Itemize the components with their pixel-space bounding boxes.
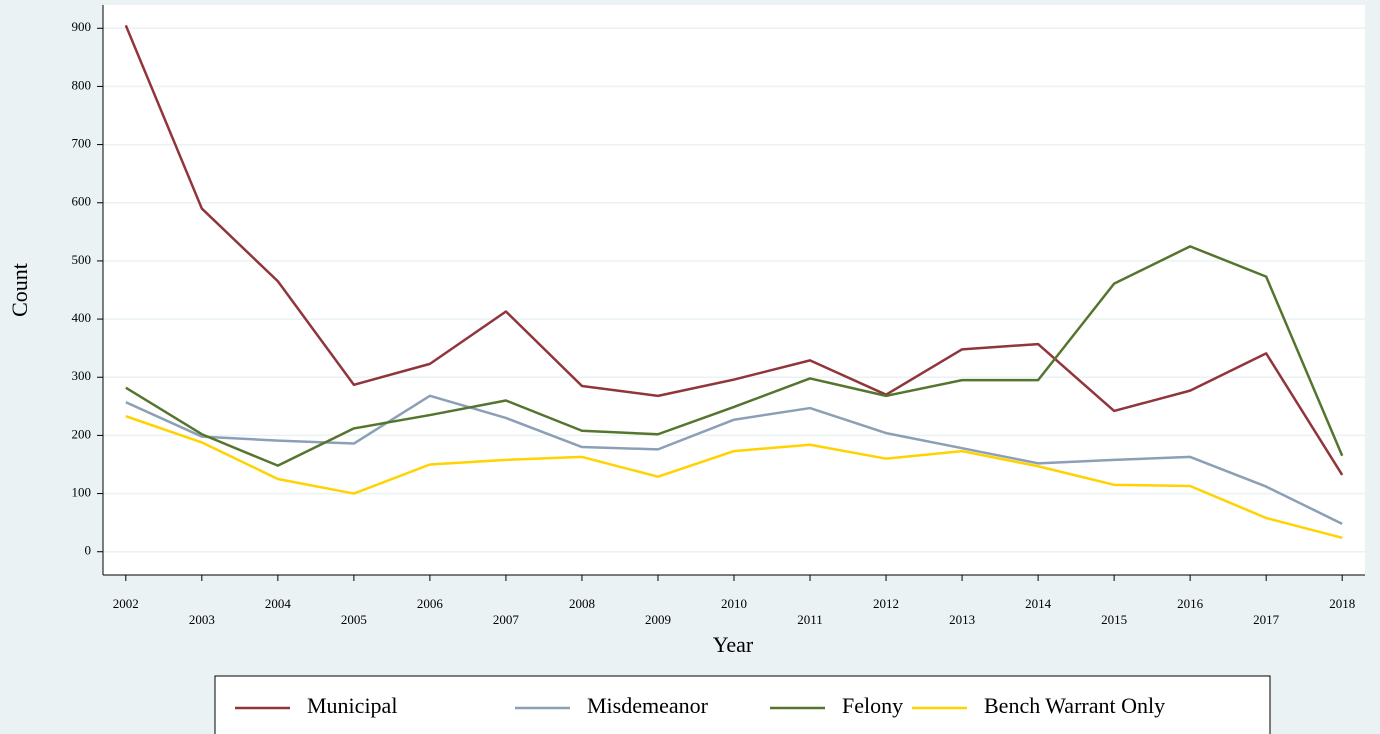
- y-tick-label: 0: [85, 543, 92, 558]
- y-tick-label: 200: [72, 426, 92, 441]
- y-tick-label: 100: [72, 485, 92, 500]
- series-line: [125, 394, 1343, 525]
- x-tick-label: 2016: [1177, 596, 1204, 611]
- y-tick-label: 700: [72, 136, 92, 151]
- x-tick-label: 2015: [1101, 612, 1127, 627]
- x-tick-label: 2018: [1329, 596, 1355, 611]
- x-tick-label: 2014: [1025, 596, 1052, 611]
- x-tick-label: 2005: [341, 612, 367, 627]
- y-axis-title: Count: [7, 263, 32, 317]
- series-line: [124, 24, 1344, 476]
- x-tick-label: 2007: [493, 612, 520, 627]
- plot-area: [103, 5, 1365, 575]
- x-tick-label: 2013: [949, 612, 975, 627]
- legend-label: Bench Warrant Only: [984, 693, 1165, 718]
- x-tick-label: 2012: [873, 596, 899, 611]
- y-tick-label: 300: [72, 368, 92, 383]
- x-tick-label: 2004: [265, 596, 292, 611]
- x-tick-label: 2010: [721, 596, 747, 611]
- y-tick-label: 400: [72, 310, 92, 325]
- x-tick-label: 2011: [797, 612, 823, 627]
- legend-label: Municipal: [307, 693, 397, 718]
- x-tick-label: 2017: [1253, 612, 1280, 627]
- x-tick-label: 2008: [569, 596, 595, 611]
- x-tick-label: 2003: [189, 612, 215, 627]
- x-axis-title: Year: [713, 632, 754, 657]
- series-line: [125, 415, 1343, 539]
- y-tick-label: 900: [72, 19, 92, 34]
- legend-box: [214, 675, 1271, 734]
- x-tick-label: 2002: [113, 596, 139, 611]
- series-line: [125, 245, 1344, 467]
- y-tick-label: 800: [72, 77, 92, 92]
- y-tick-label: 500: [72, 252, 92, 267]
- x-tick-label: 2009: [645, 612, 671, 627]
- y-tick-label: 600: [72, 194, 92, 209]
- x-tick-label: 2006: [417, 596, 444, 611]
- legend-label: Misdemeanor: [587, 693, 709, 718]
- legend-label: Felony: [842, 693, 903, 718]
